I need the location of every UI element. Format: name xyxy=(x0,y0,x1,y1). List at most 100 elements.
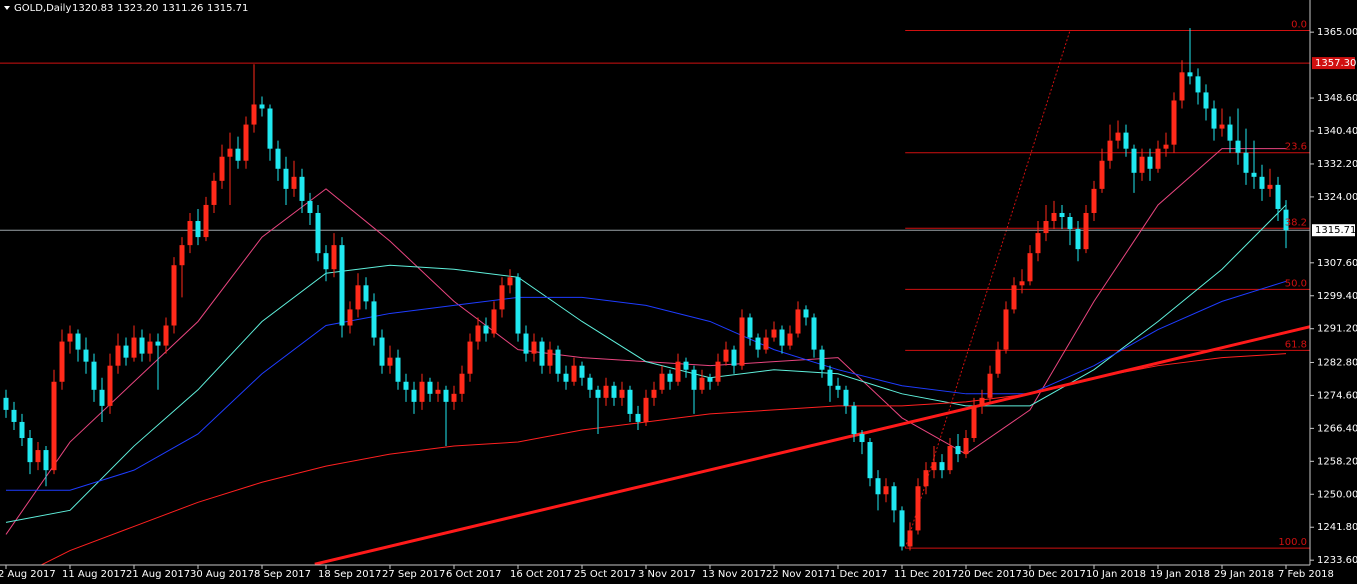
candle-body xyxy=(155,341,161,346)
candle-body xyxy=(1171,100,1177,145)
candle-body xyxy=(1243,152,1249,173)
candle-body xyxy=(571,365,577,382)
menu-arrow[interactable] xyxy=(4,6,10,10)
candle-body xyxy=(19,421,25,439)
candle-body xyxy=(603,385,609,398)
candle-body xyxy=(179,245,185,266)
candle-body xyxy=(563,373,569,382)
candle-body xyxy=(147,341,153,354)
fib-label: 61.8 xyxy=(1285,339,1307,350)
candle-body xyxy=(1123,132,1129,149)
y-tick-label: 1258.20 xyxy=(1317,456,1357,467)
symbol-label: GOLD,Daily xyxy=(14,3,71,14)
fib-label: 50.0 xyxy=(1285,278,1307,289)
candle-body xyxy=(35,450,41,463)
candle-body xyxy=(83,349,89,362)
y-tick-label: 1233.60 xyxy=(1317,555,1357,566)
x-tick-label: 1 Dec 2017 xyxy=(830,569,888,580)
candle-body xyxy=(51,381,57,471)
candle-body xyxy=(403,381,409,390)
candle-body xyxy=(91,361,97,390)
candle-body xyxy=(627,389,633,414)
candle-body xyxy=(715,361,721,382)
candle-body xyxy=(1139,156,1145,173)
candle-body xyxy=(483,325,489,334)
candle-body xyxy=(435,389,441,394)
candle-body xyxy=(523,333,529,354)
candle-body xyxy=(1147,156,1153,169)
candle-body xyxy=(1259,176,1265,189)
candle-body xyxy=(1211,108,1217,129)
candle-body xyxy=(515,277,521,334)
candle-body xyxy=(227,148,233,157)
candle-body xyxy=(347,309,353,326)
fib-label: 23.6 xyxy=(1285,142,1307,153)
candle-body xyxy=(139,337,145,354)
y-tick-label: 1274.60 xyxy=(1317,390,1357,401)
candle-body xyxy=(1019,281,1025,286)
candle-body xyxy=(659,373,665,390)
candle-body xyxy=(363,285,369,302)
candle-body xyxy=(1163,144,1169,149)
x-tick-label: 10 Jan 2018 xyxy=(1086,569,1146,580)
moving-average xyxy=(5,204,1287,523)
x-tick-label: 20 Dec 2017 xyxy=(958,569,1022,580)
candle-body xyxy=(971,405,977,439)
candle-body xyxy=(787,333,793,346)
candle-body xyxy=(1091,188,1097,213)
plot-area xyxy=(0,28,1310,565)
x-tick-label: 2 Aug 2017 xyxy=(0,569,56,580)
candle-body xyxy=(723,349,729,362)
fib-label: 0.0 xyxy=(1291,20,1307,31)
x-tick-label: 30 Aug 2017 xyxy=(190,569,254,580)
candle-body xyxy=(219,156,225,181)
x-tick-label: 8 Sep 2017 xyxy=(254,569,311,580)
candle-body xyxy=(1011,285,1017,310)
fib-trend xyxy=(904,30,1071,549)
x-tick-label: 18 Sep 2017 xyxy=(318,569,381,580)
y-tick-label: 1332.20 xyxy=(1317,159,1357,170)
candle-body xyxy=(1251,172,1257,177)
candle-body xyxy=(987,373,993,398)
candle-body xyxy=(1083,212,1089,250)
candle-body xyxy=(283,168,289,189)
candle-body xyxy=(979,397,985,406)
x-tick-label: 11 Aug 2017 xyxy=(62,569,126,580)
candle-body xyxy=(699,377,705,390)
candle-body xyxy=(11,409,17,422)
candle-body xyxy=(1067,216,1073,230)
candle-body xyxy=(195,221,201,238)
candle-body xyxy=(235,148,241,161)
candle-body xyxy=(75,333,81,350)
candle-body xyxy=(1275,184,1281,209)
candle-body xyxy=(651,389,657,398)
candle-body xyxy=(875,478,881,495)
x-tick-label: 25 Oct 2017 xyxy=(574,569,636,580)
candle-body xyxy=(419,381,425,402)
candle-body xyxy=(291,176,297,189)
x-tick-label: 21 Aug 2017 xyxy=(126,569,190,580)
candle-body xyxy=(619,389,625,398)
candle-body xyxy=(1075,229,1081,250)
candle-body xyxy=(675,361,681,382)
candle-body xyxy=(947,446,953,471)
candle-body xyxy=(1027,253,1033,282)
candle-body xyxy=(891,486,897,511)
candle-body xyxy=(779,329,785,346)
ohlc-label: 1311.26 xyxy=(162,3,203,14)
candle-body xyxy=(339,245,345,326)
candle-body xyxy=(307,200,313,213)
candle-body xyxy=(371,301,377,338)
candle-body xyxy=(459,373,465,394)
y-tick-label: 1340.40 xyxy=(1317,126,1357,137)
candle-body xyxy=(1035,233,1041,254)
candle-body xyxy=(491,309,497,334)
candle-body xyxy=(171,265,177,326)
candle-body xyxy=(739,317,745,366)
candle-body xyxy=(915,486,921,531)
candle-body xyxy=(995,349,1001,374)
candle-body xyxy=(835,385,841,390)
candle-body xyxy=(747,317,753,338)
ohlc-label: 1315.71 xyxy=(207,3,248,14)
